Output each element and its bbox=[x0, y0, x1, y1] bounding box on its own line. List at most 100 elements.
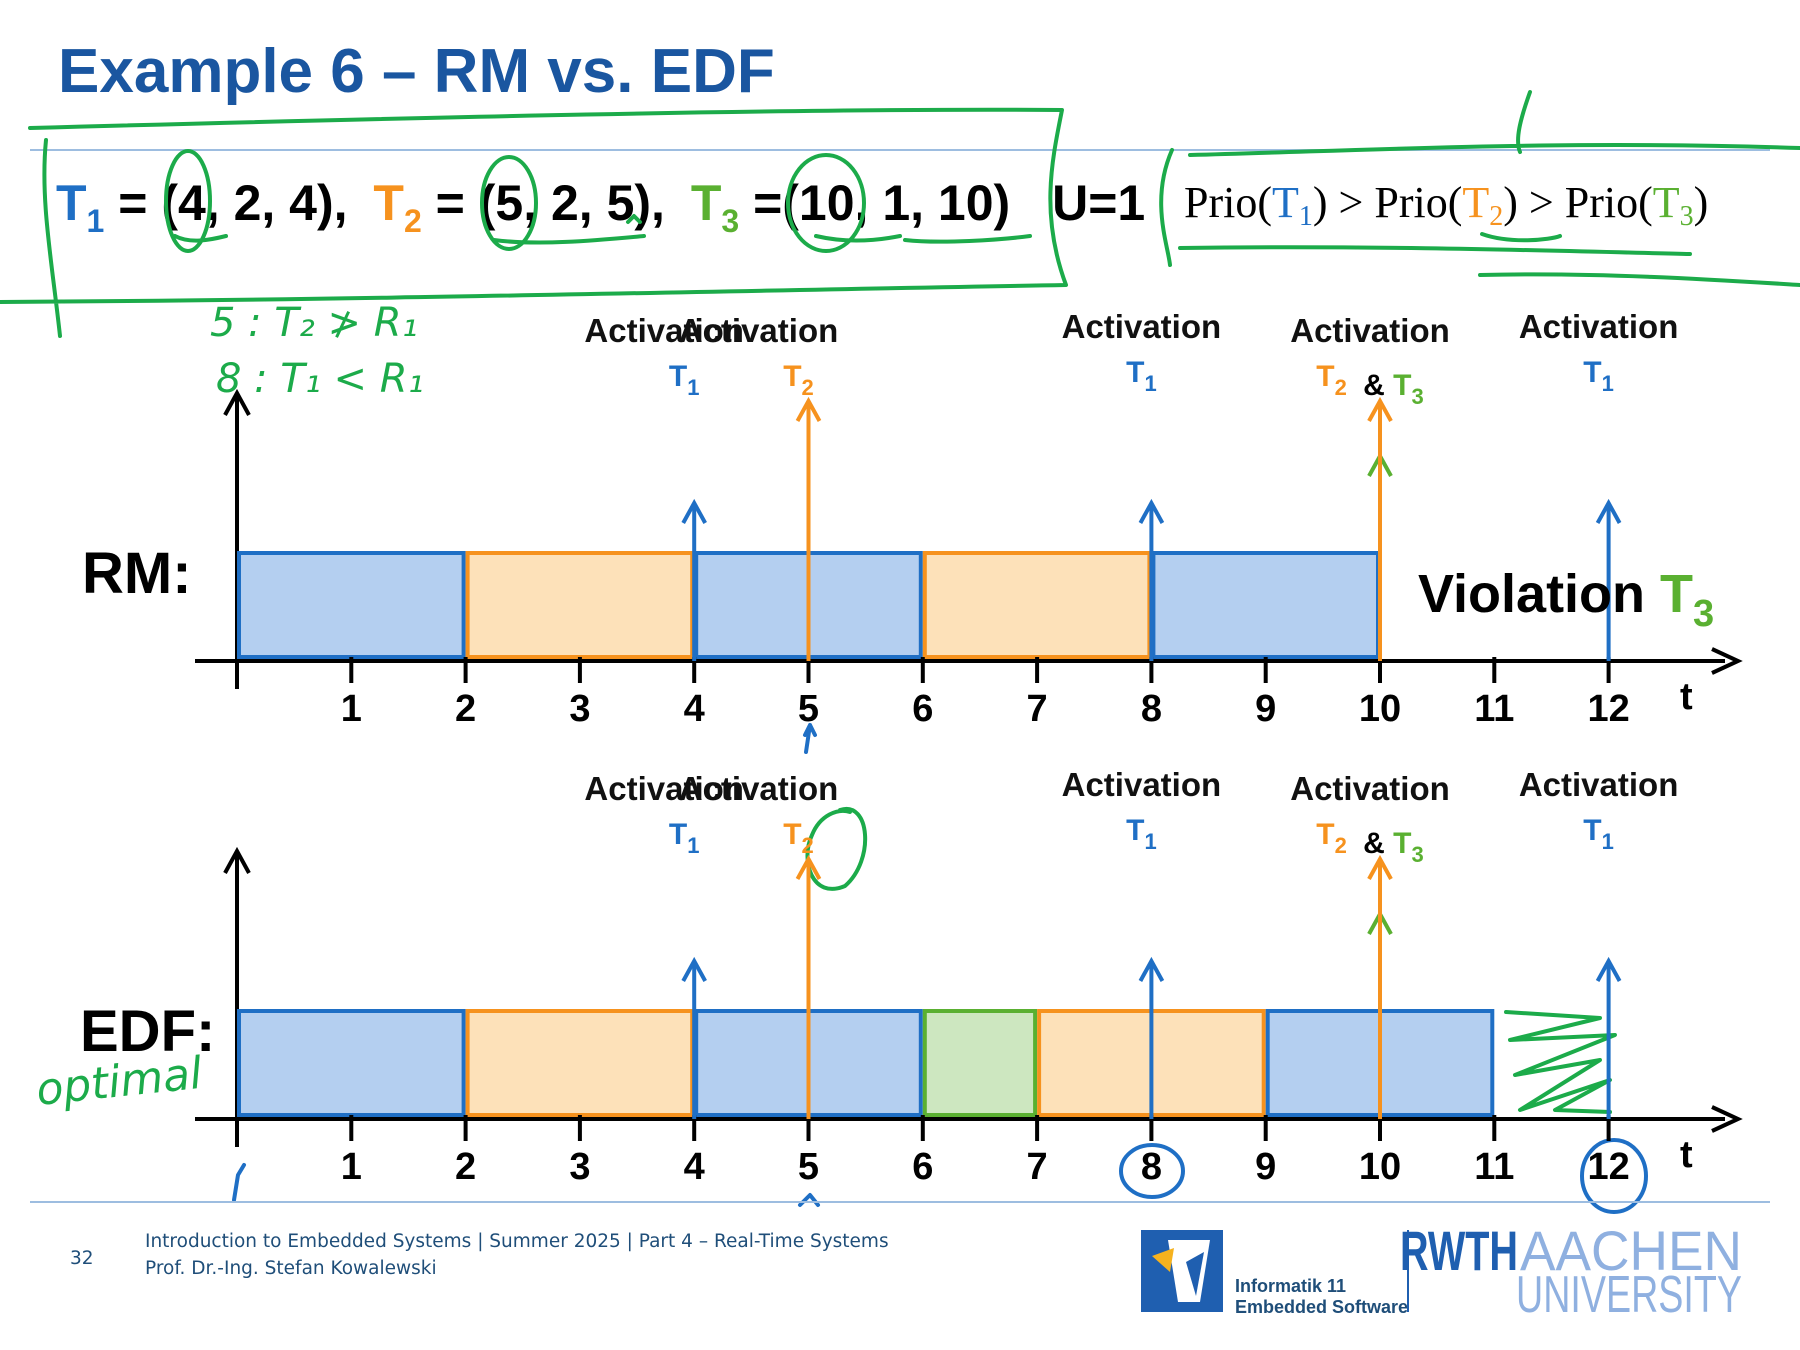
tick-label-7: 7 bbox=[1027, 1146, 1048, 1188]
ink-box-params bbox=[0, 107, 1068, 338]
activation-tasks-t12: T1 bbox=[1583, 356, 1614, 396]
activation-tasks-t4: T1 bbox=[669, 818, 700, 858]
rm-chart: t1 2 3 4 5 6 7 8 9 10 11 12ActivationT1ActivationT2… bbox=[82, 308, 1743, 730]
tick-label-4: 4 bbox=[684, 688, 705, 730]
ink-note-2: 8 : T₁ < R₁ bbox=[216, 356, 424, 402]
activation-arrowhead-t2-t10 bbox=[1367, 854, 1393, 880]
activation-tasks-t4: T1 bbox=[669, 360, 700, 400]
ink-circle-12 bbox=[1580, 1138, 1648, 1214]
activation-label-t10: Activation bbox=[1290, 770, 1450, 807]
task-params: T1 = (4, 2, 4), T2 = (5, 2, 5), T3 =(10,… bbox=[56, 175, 1145, 239]
activation-tasks-t5: T2 bbox=[783, 360, 814, 400]
slide-title: Example 6 – RM vs. EDF bbox=[58, 37, 775, 106]
informatik11-logo: Informatik 11 Embedded Software bbox=[1141, 1230, 1408, 1317]
ink-arrow-5-rm bbox=[803, 723, 817, 754]
tick-label-10: 10 bbox=[1359, 688, 1401, 730]
exec-block-t1-4 bbox=[1151, 551, 1381, 659]
time-axis-label: t bbox=[1680, 676, 1693, 718]
tick-label-1: 1 bbox=[341, 688, 362, 730]
footer-author: Prof. Dr.-Ing. Stefan Kowalewski bbox=[145, 1258, 437, 1279]
t3-name: T bbox=[691, 175, 722, 231]
tick-label-9: 9 bbox=[1255, 1146, 1276, 1188]
exec-block-t2-1 bbox=[465, 1009, 695, 1117]
activation-tasks-t8: T1 bbox=[1126, 356, 1157, 396]
activation-tasks-t10: T2 & T3 bbox=[1316, 360, 1424, 409]
exec-block-t2-3 bbox=[922, 551, 1152, 659]
tick-label-12: 12 bbox=[1587, 688, 1629, 730]
ink-underlines bbox=[173, 214, 1562, 245]
edf-chart: t1 2 3 4 5 6 7 8 9 10 11 12ActivationT1ActivationT2… bbox=[80, 766, 1743, 1188]
rm-label: RM: bbox=[82, 541, 192, 606]
tick-label-3: 3 bbox=[569, 1146, 590, 1188]
exec-block-t1-0 bbox=[237, 1009, 466, 1117]
i11-name: Informatik 11 bbox=[1235, 1276, 1346, 1296]
ink-circle-4 bbox=[164, 149, 212, 253]
tick-label-1: 1 bbox=[341, 1146, 362, 1188]
tick-label-6: 6 bbox=[912, 688, 933, 730]
tick-label-12: 12 bbox=[1587, 1146, 1629, 1188]
ink-annotations bbox=[0, 90, 1800, 1214]
i11-subtitle: Embedded Software bbox=[1235, 1297, 1408, 1317]
tick-label-10: 10 bbox=[1359, 1146, 1401, 1188]
t3-sub: 3 bbox=[721, 203, 739, 239]
activation-label-t12: Activation bbox=[1519, 308, 1679, 345]
t2-tuple: = (5, 2, 5), bbox=[422, 175, 665, 231]
tick-label-11: 11 bbox=[1474, 1146, 1514, 1188]
ink-circle-8 bbox=[1119, 1143, 1185, 1199]
time-axis-label: t bbox=[1680, 1134, 1693, 1176]
tick-label-6: 6 bbox=[912, 1146, 933, 1188]
y-axis-arrow bbox=[223, 388, 251, 416]
ink-arrow-5-edf bbox=[798, 1193, 820, 1207]
ink-arrow-0-edf bbox=[232, 1163, 246, 1202]
tick-label-7: 7 bbox=[1027, 688, 1048, 730]
tick-label-4: 4 bbox=[684, 1146, 705, 1188]
activation-label-t8: Activation bbox=[1062, 766, 1222, 803]
rwth-logo: RWTH AACHEN UNIVERSITY bbox=[1400, 1219, 1742, 1324]
t3-tuple: =(10, 1, 10) bbox=[739, 175, 1010, 231]
activation-arrowhead-t1-t4 bbox=[681, 956, 707, 982]
ink-circle-10 bbox=[786, 153, 866, 253]
utilization: U=1 bbox=[1052, 175, 1145, 231]
t1-tuple: = (4, 2, 4), bbox=[104, 175, 347, 231]
i11-logo-mark-blue bbox=[1186, 1252, 1204, 1296]
activation-tasks-t10: T2 & T3 bbox=[1316, 818, 1424, 867]
activation-arrowhead-t1-t4 bbox=[681, 498, 707, 524]
activation-label-t12: Activation bbox=[1519, 766, 1679, 803]
i11-logo-mark-yellow bbox=[1152, 1248, 1174, 1272]
priority-order: Prio(T1) > Prio(T2) > Prio(T3) bbox=[1184, 178, 1708, 232]
activation-tasks-t12: T1 bbox=[1583, 814, 1614, 854]
tick-label-5: 5 bbox=[798, 688, 819, 730]
t1-name: T bbox=[56, 175, 87, 231]
activation-label-t8: Activation bbox=[1062, 308, 1222, 345]
tick-label-2: 2 bbox=[455, 688, 476, 730]
ink-note-1: 5 : T₂ ≯ R₁ bbox=[210, 300, 418, 346]
activation-arrowhead-t1-t8 bbox=[1138, 956, 1165, 982]
tick-label-8: 8 bbox=[1141, 688, 1162, 730]
activation-arrowhead-t1-t12 bbox=[1595, 498, 1622, 524]
activation-arrowhead-t2-t10 bbox=[1367, 396, 1393, 422]
ink-hatch-idle bbox=[1504, 1010, 1617, 1114]
tick-label-2: 2 bbox=[455, 1146, 476, 1188]
y-axis-arrow bbox=[223, 846, 251, 874]
activation-label-t4: Activation bbox=[584, 312, 744, 349]
activation-tasks-t5: T2 bbox=[783, 818, 814, 858]
tick-label-5: 5 bbox=[798, 1146, 819, 1188]
t2-name: T bbox=[373, 175, 404, 231]
activation-label-t5: Activation bbox=[679, 770, 839, 807]
activation-arrowhead-t2-t5 bbox=[795, 396, 822, 422]
time-axis-arrow bbox=[1711, 1105, 1743, 1133]
aachen-word: AACHEN bbox=[1520, 1219, 1742, 1282]
exec-block-t1-0 bbox=[237, 551, 466, 659]
activation-arrowhead-t2-t5 bbox=[795, 854, 822, 880]
tick-label-11: 11 bbox=[1474, 688, 1514, 730]
footer-course: Introduction to Embedded Systems | Summe… bbox=[145, 1231, 889, 1252]
t2-sub: 2 bbox=[404, 203, 422, 239]
t1-sub: 1 bbox=[87, 203, 105, 239]
ink-circle-5 bbox=[480, 155, 538, 251]
activation-label-t10: Activation bbox=[1290, 312, 1450, 349]
edf-label: EDF: bbox=[80, 999, 215, 1064]
tick-label-9: 9 bbox=[1255, 688, 1276, 730]
exec-block-t2-1 bbox=[465, 551, 695, 659]
activation-arrowhead-t1-t8 bbox=[1138, 498, 1165, 524]
